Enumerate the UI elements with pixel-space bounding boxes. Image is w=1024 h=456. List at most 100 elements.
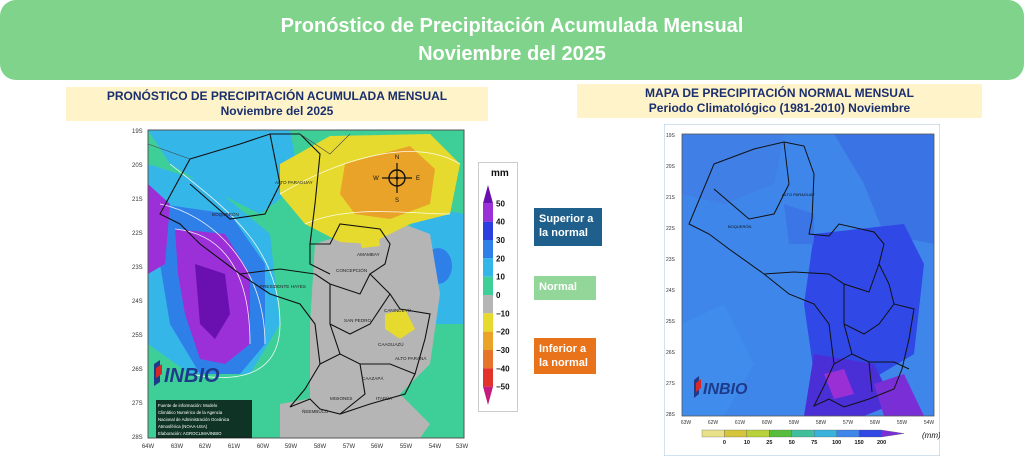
anomaly-colorbar: mm 50 40 30 20 10 0 −10 −20 −30 −40 −50 <box>483 168 510 405</box>
region-neembucu: ÑEEMBUCÚ <box>302 408 328 414</box>
legend-swatch <box>483 203 493 222</box>
normal-colorbar-tick: 100 <box>832 440 841 446</box>
normal-colorbar-swatch <box>701 429 725 438</box>
region-itapua: ITAPÚA <box>376 395 393 401</box>
normal-map: 19S 20S 21S 22S 23S 24S 25S 26S 27S 28S … <box>664 124 940 456</box>
forecast-lon-60W: 60W <box>257 444 270 450</box>
normal-lat-25S: 25S <box>666 319 676 325</box>
legend-swatch <box>483 258 493 277</box>
normal-colorbar <box>701 429 905 438</box>
normal-colorbar-tick: 25 <box>766 440 772 446</box>
forecast-lat-22S: 22S <box>132 231 143 237</box>
legend-tick: −50 <box>496 383 510 392</box>
normal-lon-63W: 63W <box>681 420 692 426</box>
normal-colorbar-swatch <box>858 429 882 438</box>
anomaly-legend: mm 50 40 30 20 10 0 −10 −20 −30 −40 −50 <box>478 162 518 412</box>
forecast-lon-64W: 64W <box>142 444 155 450</box>
normal-region-alto-paraguay: ALTO PARAGUAY <box>782 192 815 197</box>
legend-swatch <box>483 295 493 314</box>
normal-colorbar-tick: 75 <box>811 440 817 446</box>
legend-swatch <box>483 276 493 295</box>
normal-lat-24S: 24S <box>666 288 676 294</box>
region-boqueron: BOQUERÓN <box>212 211 239 217</box>
legend-tick: −10 <box>496 309 510 318</box>
legend-tick: 0 <box>496 291 501 300</box>
normal-lon-61W: 61W <box>735 420 746 426</box>
forecast-map: 19S 20S 21S 22S 23S 24S 25S 26S 27S 28S … <box>132 129 469 450</box>
normal-lon-59W: 59W <box>789 420 800 426</box>
normal-colorbar-swatch <box>724 429 748 438</box>
normal-colorbar-tick: 150 <box>855 440 864 446</box>
credit-line-3: Nacional de Administración Oceánica <box>158 417 230 422</box>
legend-swatch <box>483 185 493 204</box>
compass-w: W <box>373 176 379 182</box>
normal-colorbar-tick: 50 <box>789 440 795 446</box>
forecast-lat-20S: 20S <box>132 163 143 169</box>
legend-unit: mm <box>491 168 509 179</box>
normal-inbio-logo-icon: INBIO <box>694 376 748 398</box>
legend-tick: −40 <box>496 364 510 373</box>
forecast-lon-56W: 56W <box>371 444 384 450</box>
region-amambay: AMAMBAY <box>357 252 380 257</box>
credit-line-1: Fuente de información: Modelo <box>158 403 218 408</box>
region-caazapa: CAAZAPÁ <box>362 375 384 381</box>
forecast-lon-59W: 59W <box>285 444 298 450</box>
normal-panel-title: MAPA DE PRECIPITACIÓN NORMAL MENSUAL Per… <box>577 84 982 118</box>
forecast-subtitle-text: Noviembre del 2025 <box>220 104 334 118</box>
normal-lon-54W: 54W <box>924 420 935 426</box>
forecast-lat-25S: 25S <box>132 333 143 339</box>
legend-swatch <box>483 313 493 332</box>
legend-swatch <box>483 368 493 387</box>
normal-colorbar-swatch <box>791 429 815 438</box>
forecast-lon-62W: 62W <box>199 444 212 450</box>
legend-swatch <box>483 331 493 350</box>
category-above-normal: Superior a la normal <box>534 208 602 246</box>
credit-line-2: Climático Numérico de la Agencia <box>158 410 223 415</box>
forecast-lat-21S: 21S <box>132 197 143 203</box>
normal-colorbar-tick: 200 <box>877 440 886 446</box>
region-concepcion: CONCEPCIÓN <box>336 267 367 273</box>
normal-colorbar-tick: 10 <box>744 440 750 446</box>
forecast-lon-57W: 57W <box>343 444 356 450</box>
forecast-panel-title: PRONÓSTICO DE PRECIPITACIÓN ACUMULADA ME… <box>66 87 488 121</box>
forecast-lon-54W: 54W <box>429 444 442 450</box>
legend-swatch <box>483 240 493 259</box>
normal-lon-55W: 55W <box>897 420 908 426</box>
normal-lon-58W: 58W <box>816 420 827 426</box>
normal-lon-60W: 60W <box>762 420 773 426</box>
normal-colorbar-swatch <box>836 429 860 438</box>
forecast-lat-23S: 23S <box>132 265 143 271</box>
credit-line-4: Atmosférica (NOAA-USA) <box>158 424 208 429</box>
normal-colorbar-swatch <box>769 429 792 438</box>
forecast-lat-28S: 28S <box>132 435 143 441</box>
forecast-lon-53W: 53W <box>456 444 469 450</box>
legend-tick: −30 <box>496 346 510 355</box>
forecast-lon-58W: 58W <box>314 444 327 450</box>
compass-rose-icon: N S E W <box>373 155 420 204</box>
forecast-lon-55W: 55W <box>400 444 413 450</box>
header-title: Pronóstico de Precipitación Acumulada Me… <box>280 15 744 37</box>
normal-lat-22S: 22S <box>666 226 676 232</box>
forecast-logo-text: INBIO <box>164 365 220 387</box>
credits-box: Fuente de información: Modelo Climático … <box>156 400 252 438</box>
forecast-lat-19S: 19S <box>132 129 143 135</box>
region-caaguazu: CAAGUAZÚ <box>378 341 404 347</box>
normal-region-boqueron: BOQUERÓN <box>728 224 751 229</box>
normal-lon-62W: 62W <box>708 420 719 426</box>
header-banner: Pronóstico de Precipitación Acumulada Me… <box>0 0 1024 80</box>
compass-n: N <box>395 155 399 161</box>
legend-tick: −20 <box>496 328 510 337</box>
normal-lat-23S: 23S <box>666 257 676 263</box>
region-alto-parana: ALTO PARANÁ <box>395 355 427 361</box>
forecast-title-text: PRONÓSTICO DE PRECIPITACIÓN ACUMULADA ME… <box>106 89 448 103</box>
region-misiones: MISIONES <box>330 396 352 401</box>
normal-colorbar-unit: (mm) <box>922 431 940 440</box>
legend-swatch <box>483 350 493 369</box>
region-san-pedro: SAN PEDRO <box>344 318 371 323</box>
normal-lon-56W: 56W <box>870 420 881 426</box>
normal-colorbar-swatch <box>746 429 770 438</box>
legend-tick: 30 <box>496 236 505 245</box>
normal-lat-20S: 20S <box>666 164 676 170</box>
normal-lat-21S: 21S <box>666 195 676 201</box>
legend-tick: 50 <box>496 199 505 208</box>
